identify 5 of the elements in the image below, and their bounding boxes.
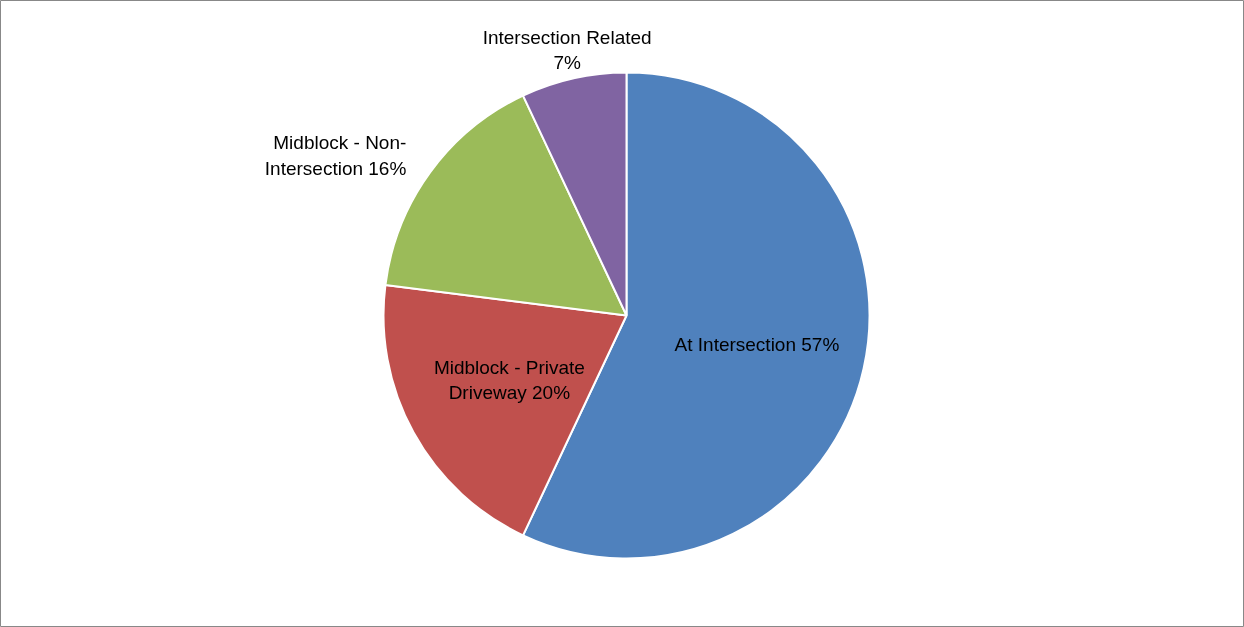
slice-label: Midblock - Private Driveway 20% [433, 356, 585, 403]
slice-label: At Intersection 57% [674, 334, 840, 356]
data-label: 7% [553, 51, 581, 73]
slice-label: Intersection Related [482, 26, 652, 48]
slice-label: Midblock - Non-Intersection 16% [264, 132, 407, 179]
